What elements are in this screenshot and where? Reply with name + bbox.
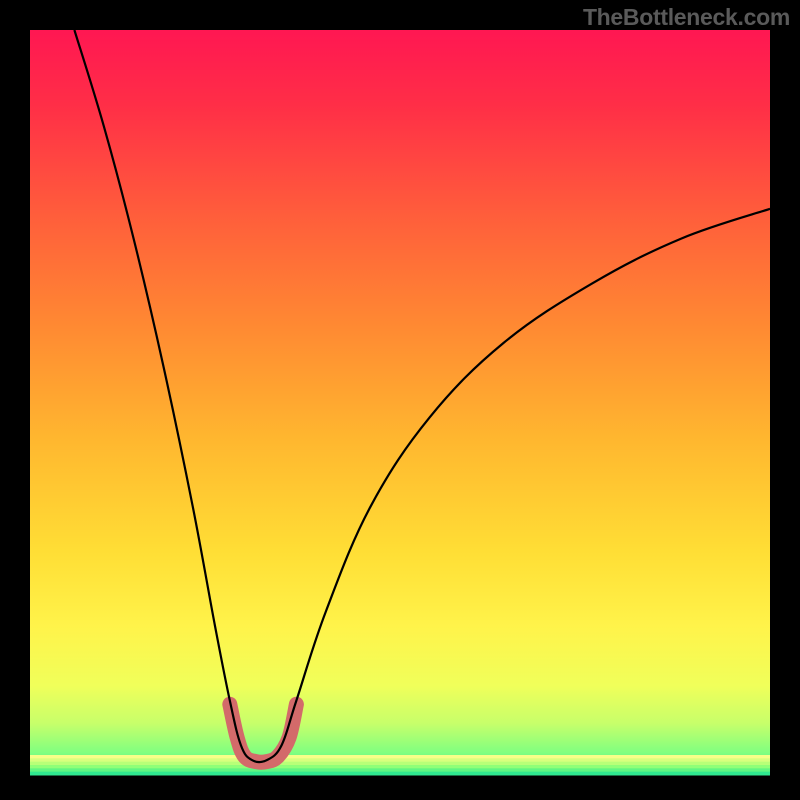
bottleneck-chart [0, 0, 800, 800]
watermark-text: TheBottleneck.com [583, 4, 790, 31]
chart-container: TheBottleneck.com [0, 0, 800, 800]
